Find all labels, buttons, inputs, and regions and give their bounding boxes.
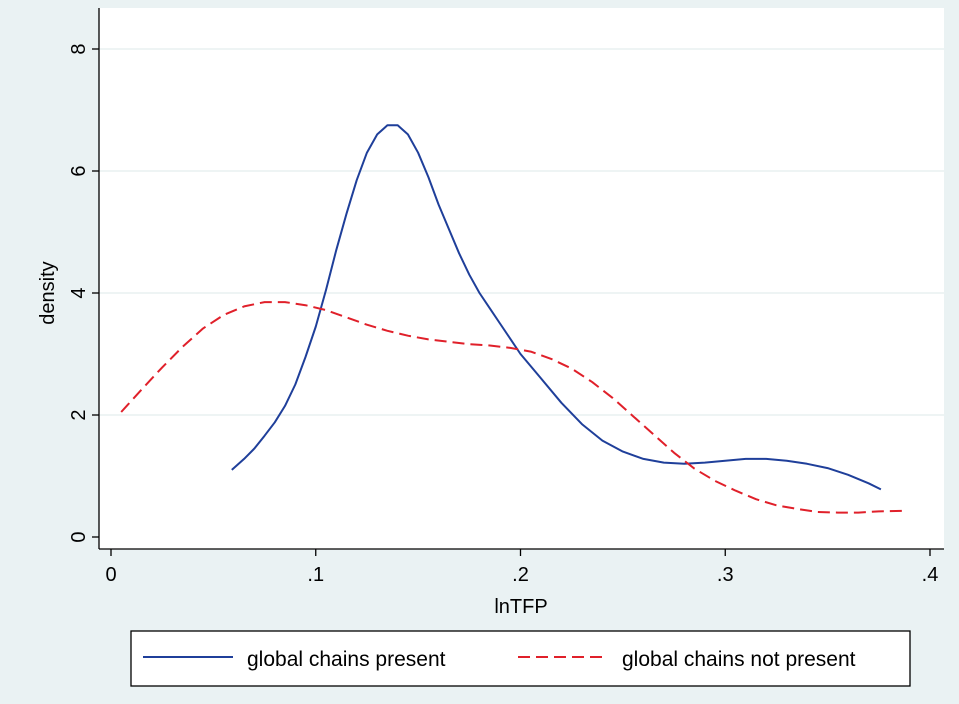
y-tick-label: 2 bbox=[68, 409, 90, 420]
legend-label-global-chains-present: global chains present bbox=[247, 648, 446, 671]
y-tick-label: 8 bbox=[68, 43, 90, 54]
legend-box bbox=[130, 630, 911, 687]
axes bbox=[98, 8, 944, 550]
legend-label-global-chains-not-present: global chains not present bbox=[622, 648, 856, 671]
x-tick-label: .2 bbox=[512, 564, 529, 586]
y-tick-label: 0 bbox=[68, 531, 90, 542]
series-line-global-chains-present bbox=[231, 124, 882, 491]
plot-area bbox=[99, 8, 944, 549]
x-tick-label: .1 bbox=[307, 564, 324, 586]
y-tick-label: 6 bbox=[68, 165, 90, 176]
series-line-global-chains-not-present bbox=[120, 301, 906, 514]
x-tick-label: 0 bbox=[105, 564, 116, 586]
gridlines bbox=[99, 48, 944, 416]
y-tick-label: 4 bbox=[68, 287, 90, 298]
y-axis-title: density bbox=[37, 261, 59, 324]
x-tick-label: .3 bbox=[717, 564, 734, 586]
ticks: 0 2 4 6 8 0 .1 .2 .3 .4 bbox=[68, 43, 938, 586]
x-tick-label: .4 bbox=[922, 564, 939, 586]
series bbox=[120, 124, 906, 514]
x-axis-title: lnTFP bbox=[494, 596, 547, 618]
legend: global chains present global chains not … bbox=[130, 630, 911, 687]
